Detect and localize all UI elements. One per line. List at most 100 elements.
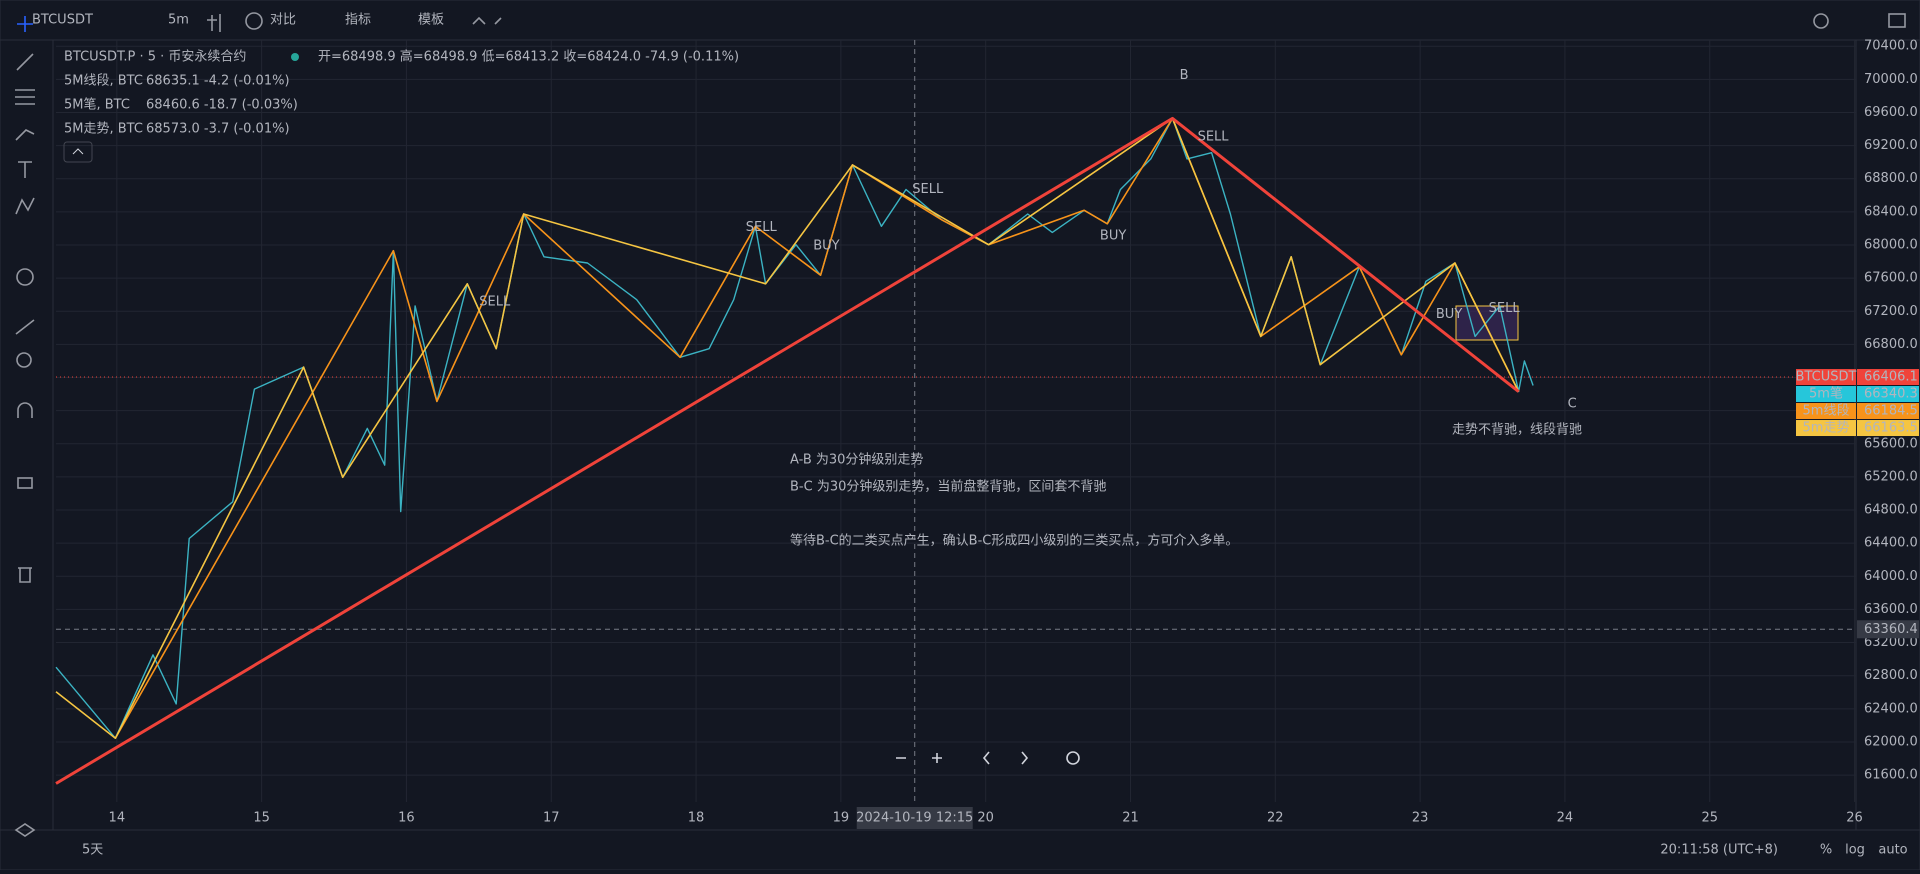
ruler-tool[interactable] — [15, 319, 35, 335]
x-tick-label: 20 — [977, 811, 994, 826]
settings-button[interactable] — [1813, 13, 1829, 29]
x-tick-label: 17 — [543, 811, 560, 826]
y-tick-label: 64000.0 — [1864, 569, 1918, 584]
price-label-box — [1796, 386, 1856, 403]
text-tool[interactable] — [18, 161, 32, 178]
reset-icon[interactable] — [1066, 751, 1080, 765]
indicator-value: 68635.1 -4.2 (-0.01%) — [146, 74, 290, 89]
collapse-button[interactable] — [63, 141, 93, 163]
x-tick-label: 26 — [1846, 811, 1863, 826]
x-tick-label: 24 — [1557, 811, 1574, 826]
bottom-clock: 20:11:58 (UTC+8) — [1660, 843, 1778, 858]
fib-tool[interactable] — [15, 89, 35, 105]
y-tick-label: 69200.0 — [1864, 138, 1918, 153]
indicator-name: 5M笔, BTC — [64, 97, 130, 113]
x-tick-label: 25 — [1701, 811, 1718, 826]
symbol[interactable]: BTCUSDT — [32, 13, 93, 28]
crosshair-price: 63360.4 — [1864, 622, 1918, 637]
nav-icons[interactable] — [896, 751, 1029, 765]
series-line — [55, 117, 1520, 739]
indicator-name: 5M走势, BTC — [64, 121, 143, 137]
indicator-value: 68573.0 -3.7 (-0.01%) — [146, 122, 290, 137]
crosshair-time-box — [856, 807, 973, 829]
y-tick-label: 69600.0 — [1864, 105, 1918, 120]
signal-label: BUY — [1436, 307, 1462, 322]
zoom-tool[interactable] — [16, 352, 32, 368]
y-tick-label: 68000.0 — [1864, 237, 1918, 252]
x-tick-label: 19 — [833, 811, 850, 826]
price-label-box — [1796, 369, 1856, 386]
x-tick-label: 21 — [1122, 811, 1139, 826]
legend-title: BTCUSDT.P · 5 · 币安永续合约 — [64, 50, 246, 65]
price-label-value: 66184.5 — [1864, 404, 1918, 419]
bottom-auto[interactable]: auto — [1878, 843, 1907, 858]
templates[interactable]: 模板 — [418, 13, 444, 28]
signal-label: SELL — [912, 182, 944, 197]
price-label-name: 5m走势 — [1803, 420, 1850, 436]
y-tick-label: 62400.0 — [1864, 701, 1918, 716]
undo-redo[interactable] — [472, 16, 502, 25]
x-tick-label: 15 — [253, 811, 270, 826]
emoji-tool[interactable] — [16, 268, 34, 286]
navigation — [896, 751, 1080, 765]
compare[interactable]: 对比 — [270, 13, 296, 28]
y-tick-label: 62800.0 — [1864, 668, 1918, 683]
x-tick-label: 23 — [1412, 811, 1429, 826]
brush-tool[interactable] — [15, 129, 35, 141]
bottom-percent[interactable]: % — [1820, 843, 1832, 858]
signal-label: SELL — [1198, 129, 1230, 144]
y-tick-label: 68800.0 — [1864, 171, 1918, 186]
left-toolbar — [0, 39, 54, 831]
y-tick-label: 70400.0 — [1864, 39, 1918, 54]
y-tick-label: 64400.0 — [1864, 536, 1918, 551]
layers-tool[interactable] — [14, 823, 36, 837]
y-tick-label: 70000.0 — [1864, 72, 1918, 87]
note-text: A-B 为30分钟级别走势 — [790, 452, 923, 468]
bottom-log[interactable]: log — [1845, 843, 1865, 858]
x-tick-label: 22 — [1267, 811, 1284, 826]
lock-tool[interactable] — [17, 477, 33, 489]
magnet-tool[interactable] — [17, 402, 33, 418]
price-label-box — [1796, 420, 1856, 437]
indicator-name: 5M线段, BTC — [64, 74, 143, 89]
delete-tool[interactable] — [18, 567, 32, 583]
chart-type-button[interactable] — [207, 14, 221, 32]
crosshair-time: 2024-10-19 12:15 — [856, 811, 973, 826]
price-label-value: 66406.1 — [1864, 370, 1918, 385]
series-line — [114, 117, 1520, 739]
y-tick-label: 65600.0 — [1864, 436, 1918, 451]
y-tick-label: 62000.0 — [1864, 734, 1918, 749]
note-text: B-C 为30分钟级别走势，当前盘整背驰，区间套不背驰 — [790, 479, 1106, 495]
ohlc: 开=68498.9 高=68498.9 低=68413.2 收=68424.0 … — [318, 49, 739, 65]
x-tick-label: 18 — [688, 811, 705, 826]
y-tick-label: 64800.0 — [1864, 503, 1918, 518]
price-label-value-box — [1857, 386, 1919, 403]
y-tick-label: 67600.0 — [1864, 271, 1918, 286]
y-tick-label: 66800.0 — [1864, 337, 1918, 352]
status-dot — [291, 53, 299, 61]
collapse-icon — [72, 148, 84, 155]
signal-label: SELL — [479, 295, 511, 310]
y-tick-label: 65200.0 — [1864, 469, 1918, 484]
signal-label: BUY — [1100, 228, 1126, 243]
price-label-value: 66340.3 — [1864, 387, 1918, 402]
line-tool[interactable] — [16, 53, 34, 71]
y-tick-label: 61600.0 — [1864, 768, 1918, 783]
price-label-value: 66163.5 — [1864, 421, 1918, 436]
pattern-tool[interactable] — [15, 197, 35, 215]
note-text: 等待B-C的二类买点产生，确认B-C形成四小级别的三类买点，方可介入多单。 — [790, 533, 1238, 549]
crosshair-price-box — [1857, 620, 1919, 639]
compare-icon[interactable] — [245, 12, 263, 30]
y-tick-label: 63600.0 — [1864, 602, 1918, 617]
screenshot-button[interactable] — [1888, 13, 1906, 28]
crosshair-tool[interactable] — [17, 16, 33, 32]
bottom-range[interactable]: 5天 — [82, 843, 103, 858]
interval[interactable]: 5m — [168, 13, 189, 28]
price-label-value-box — [1857, 403, 1919, 420]
indicators[interactable]: 指标 — [345, 13, 371, 28]
divergence-text: 走势不背驰，线段背驰 — [1452, 422, 1582, 438]
y-tick-label: 67200.0 — [1864, 304, 1918, 319]
